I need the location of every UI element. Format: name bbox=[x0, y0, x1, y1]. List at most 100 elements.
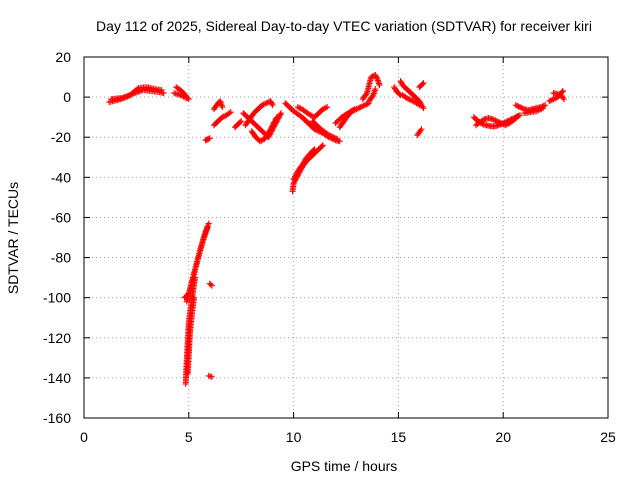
data-point bbox=[294, 104, 301, 111]
data-point bbox=[269, 102, 276, 109]
data-point bbox=[204, 224, 211, 231]
data-point bbox=[391, 84, 398, 91]
data-point bbox=[359, 103, 366, 110]
data-point bbox=[278, 110, 285, 117]
data-point bbox=[554, 91, 561, 98]
data-point bbox=[551, 95, 558, 102]
data-point bbox=[502, 122, 509, 129]
chart-title: Day 112 of 2025, Sidereal Day-to-day VTE… bbox=[96, 18, 592, 34]
data-point bbox=[208, 282, 215, 289]
data-point bbox=[559, 88, 566, 95]
data-point bbox=[324, 104, 331, 111]
data-point bbox=[257, 138, 264, 145]
data-point bbox=[372, 72, 379, 79]
data-point bbox=[266, 127, 273, 134]
data-point bbox=[364, 100, 371, 107]
data-point bbox=[310, 147, 317, 154]
y-tick-label: -120 bbox=[43, 330, 71, 346]
data-point bbox=[271, 119, 278, 126]
data-point bbox=[503, 121, 510, 128]
data-point bbox=[549, 96, 556, 103]
data-point bbox=[258, 137, 265, 144]
y-tick-label: -20 bbox=[51, 129, 71, 145]
data-point bbox=[499, 120, 506, 127]
data-point bbox=[276, 112, 283, 119]
data-point bbox=[512, 102, 519, 109]
data-point bbox=[350, 106, 357, 113]
data-point bbox=[330, 134, 337, 141]
data-point bbox=[498, 120, 505, 127]
data-point bbox=[220, 113, 227, 120]
data-point bbox=[266, 128, 273, 135]
data-point bbox=[516, 104, 523, 111]
y-axis-label: SDTVAR / TECUs bbox=[5, 182, 21, 294]
data-point bbox=[407, 97, 414, 104]
data-point bbox=[226, 110, 233, 117]
data-point bbox=[560, 96, 567, 103]
plot-frame bbox=[83, 56, 609, 419]
data-point bbox=[319, 142, 326, 149]
y-tick-label: 0 bbox=[63, 89, 71, 105]
data-point bbox=[550, 96, 557, 103]
data-point bbox=[270, 120, 277, 127]
data-point bbox=[351, 106, 358, 113]
data-point bbox=[237, 119, 244, 126]
data-point bbox=[259, 102, 266, 109]
data-point bbox=[361, 102, 368, 109]
y-tick-label: -160 bbox=[43, 410, 71, 426]
data-point bbox=[518, 104, 525, 111]
data-point bbox=[492, 117, 499, 124]
x-tick-label: 10 bbox=[286, 429, 302, 445]
x-tick-label: 20 bbox=[495, 429, 511, 445]
data-point bbox=[267, 98, 274, 105]
data-point bbox=[514, 102, 521, 109]
data-point bbox=[513, 114, 520, 121]
data-point bbox=[268, 100, 275, 107]
data-point bbox=[261, 100, 268, 107]
data-point bbox=[368, 74, 375, 81]
data-point bbox=[208, 373, 215, 380]
data-point bbox=[292, 172, 299, 179]
data-point bbox=[296, 104, 303, 111]
data-point bbox=[321, 105, 328, 112]
data-point bbox=[515, 103, 522, 110]
data-point bbox=[391, 85, 398, 92]
data-point bbox=[329, 133, 336, 140]
data-point bbox=[420, 105, 427, 112]
data-point bbox=[326, 132, 333, 139]
data-point bbox=[416, 102, 423, 109]
data-point bbox=[260, 101, 267, 108]
data-point bbox=[307, 112, 314, 119]
data-point bbox=[363, 101, 370, 108]
data-point bbox=[207, 281, 214, 288]
data-point bbox=[272, 116, 279, 123]
data-point bbox=[414, 101, 421, 108]
y-tick-label: -80 bbox=[51, 250, 71, 266]
data-point bbox=[158, 87, 165, 94]
data-point bbox=[273, 115, 280, 122]
data-point bbox=[312, 126, 319, 133]
data-point bbox=[291, 173, 298, 180]
data-point bbox=[357, 104, 364, 111]
data-point bbox=[489, 116, 496, 123]
data-point bbox=[540, 105, 547, 112]
data-point bbox=[322, 104, 329, 111]
data-point bbox=[360, 102, 367, 109]
data-point bbox=[356, 104, 363, 111]
data-point bbox=[267, 126, 274, 133]
data-point bbox=[376, 82, 383, 89]
data-point bbox=[398, 79, 405, 86]
data-point bbox=[334, 136, 341, 143]
x-tick-label: 15 bbox=[391, 429, 407, 445]
y-tick-label: 20 bbox=[55, 49, 71, 65]
y-tick-label: -100 bbox=[43, 290, 71, 306]
data-point bbox=[268, 123, 275, 130]
data-point bbox=[227, 109, 234, 116]
data-point bbox=[420, 80, 427, 87]
data-point bbox=[405, 95, 412, 102]
data-point bbox=[373, 73, 380, 80]
x-tick-label: 25 bbox=[600, 429, 616, 445]
data-point bbox=[397, 78, 404, 85]
data-point bbox=[331, 134, 338, 141]
